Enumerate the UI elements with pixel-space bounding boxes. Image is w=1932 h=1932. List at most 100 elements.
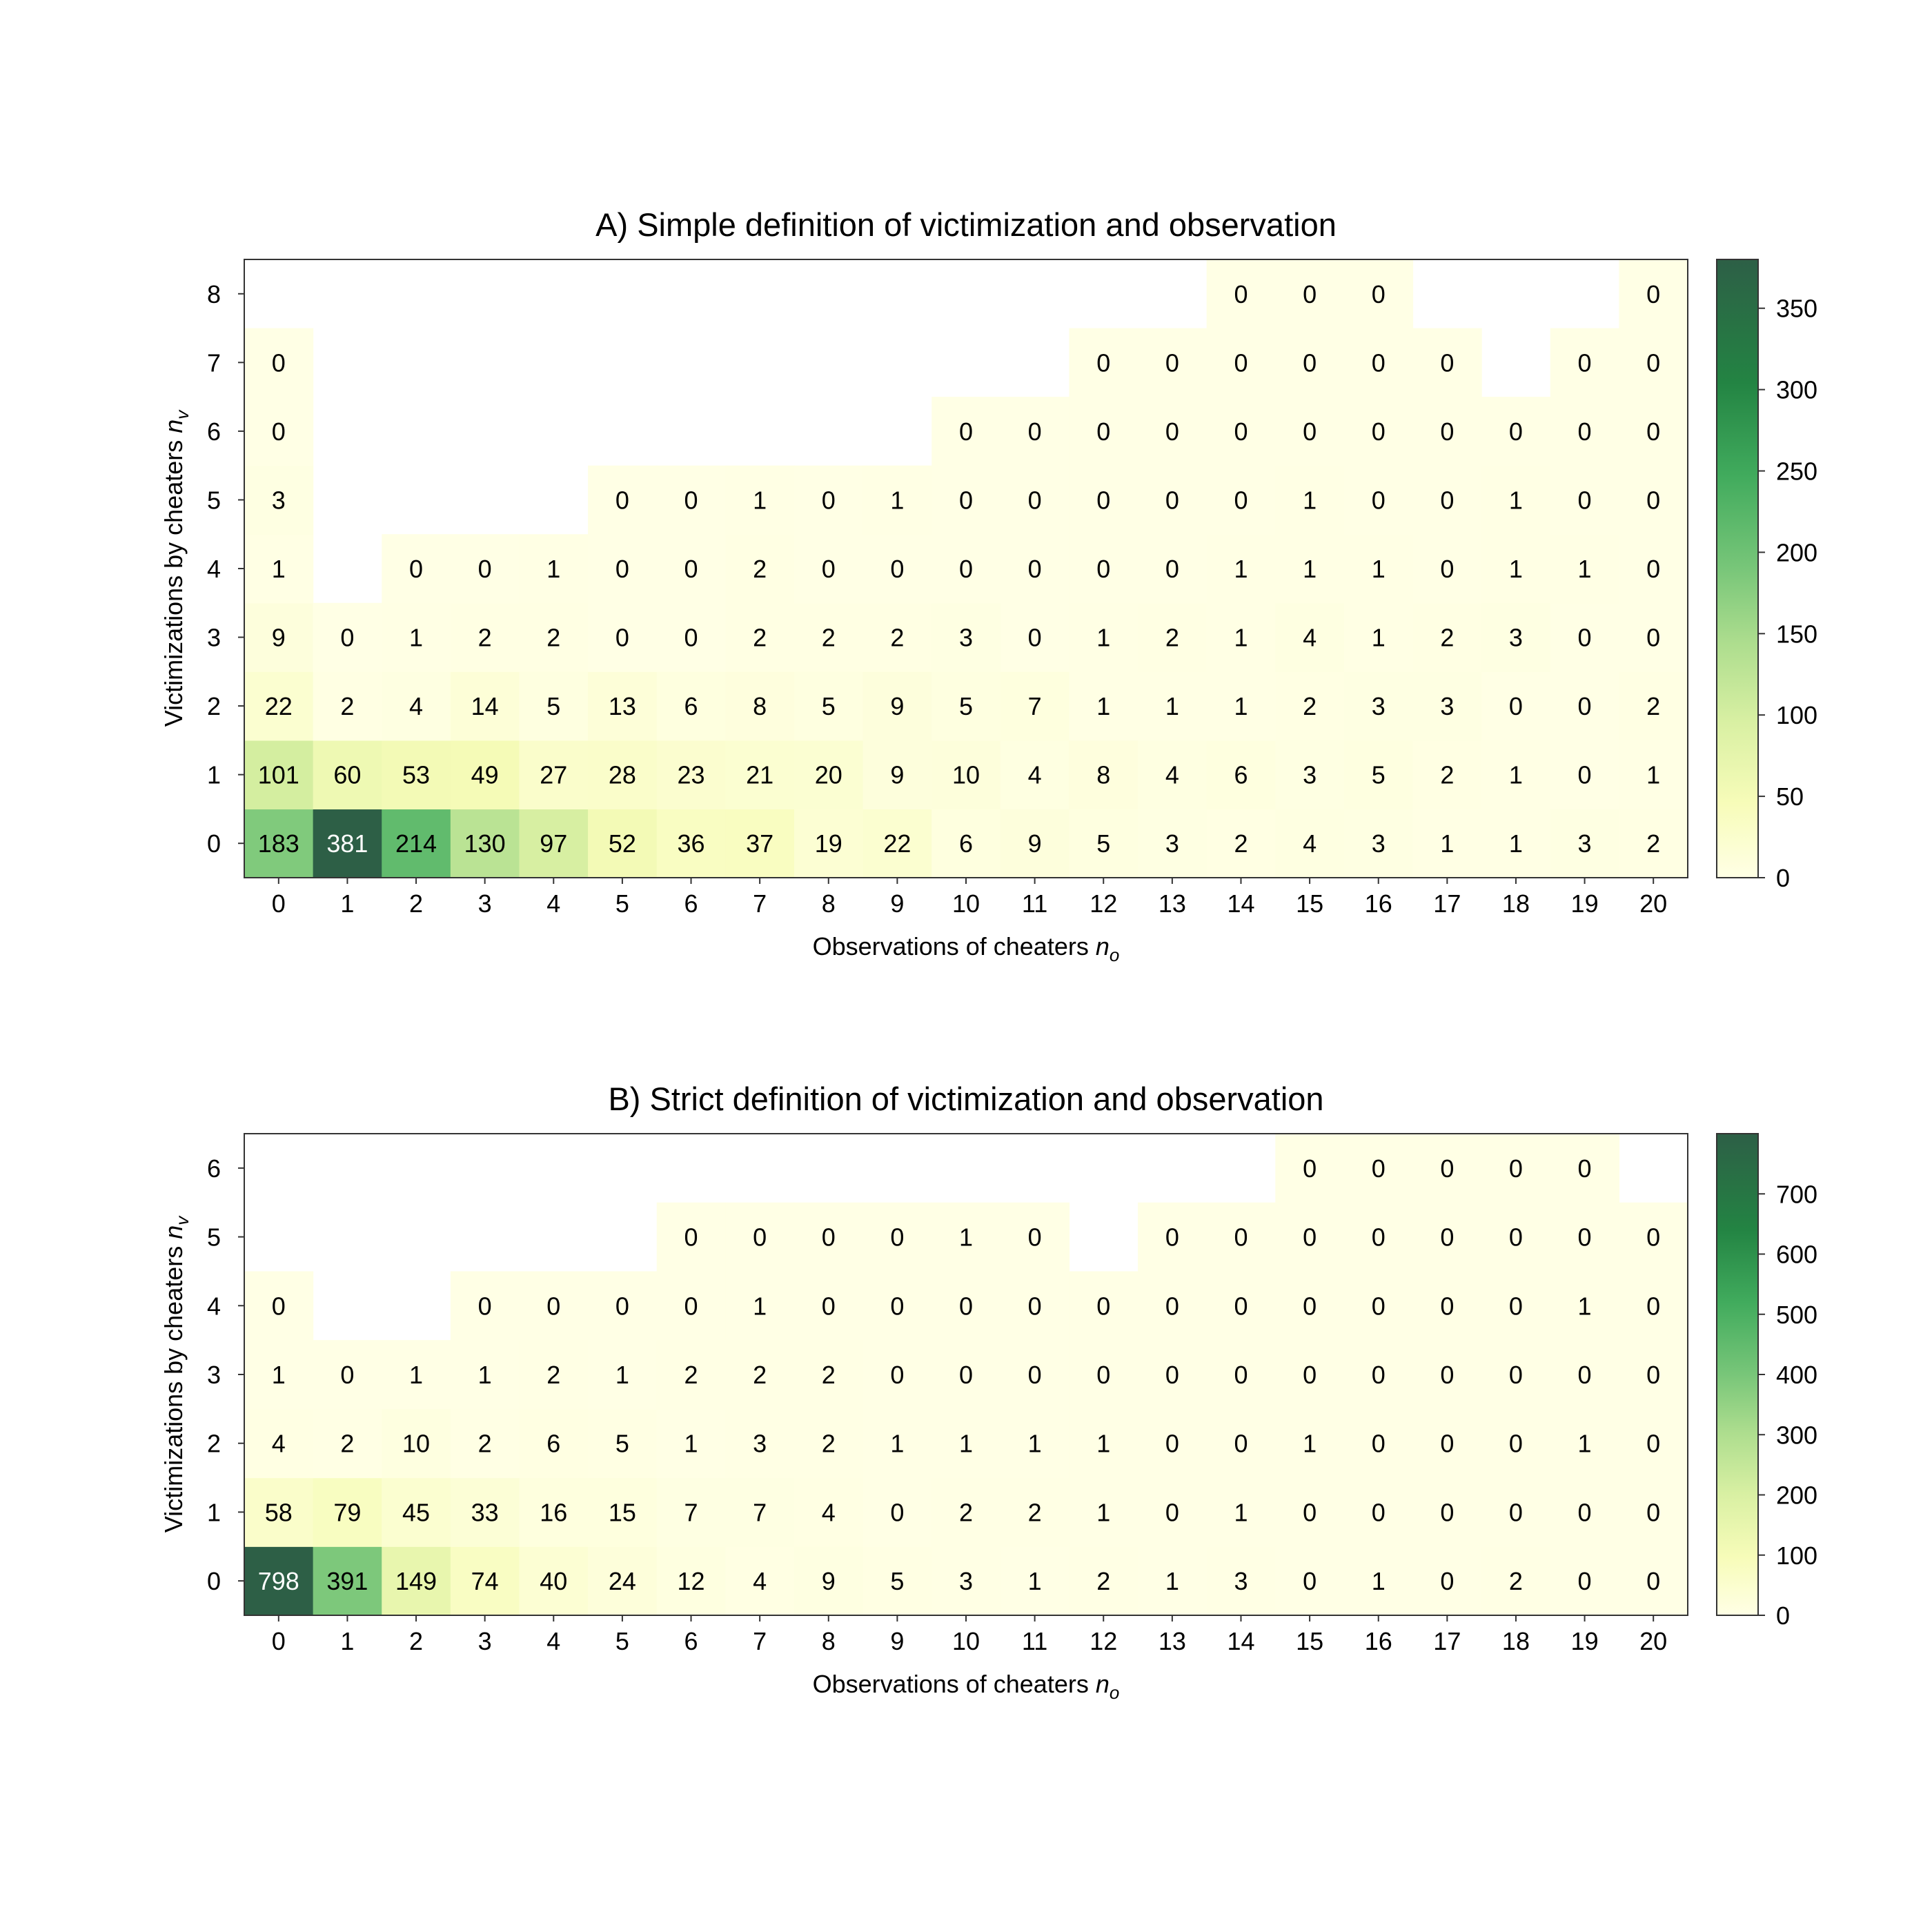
x-tick-label: 12 bbox=[1090, 889, 1117, 918]
y-tick-label: 0 bbox=[207, 829, 221, 858]
cell-value-label: 0 bbox=[1028, 417, 1042, 446]
cell-value-label: 49 bbox=[471, 761, 499, 789]
cell-value-label: 1 bbox=[1646, 761, 1660, 789]
cell-value-label: 0 bbox=[1646, 417, 1660, 446]
cell-value-label: 0 bbox=[1303, 348, 1317, 377]
heatmap-cell bbox=[1000, 1546, 1070, 1616]
heatmap-cell bbox=[1206, 1408, 1276, 1479]
heatmap-cell bbox=[1619, 1408, 1688, 1479]
cell-value-label: 40 bbox=[540, 1567, 567, 1595]
cell-value-label: 12 bbox=[678, 1567, 705, 1595]
heatmap-cell bbox=[793, 1340, 864, 1410]
x-axis-label: Observations of cheaters no bbox=[813, 932, 1120, 965]
cell-value-label: 2 bbox=[753, 624, 767, 652]
heatmap-cell bbox=[1343, 1271, 1414, 1341]
cell-value-label: 2 bbox=[1509, 1567, 1523, 1595]
cell-value-label: 3 bbox=[1303, 761, 1317, 789]
heatmap-cell bbox=[862, 809, 932, 878]
cell-value-label: 0 bbox=[1578, 1223, 1592, 1252]
heatmap-cell bbox=[1343, 397, 1414, 466]
cell-value-label: 0 bbox=[1234, 1361, 1248, 1389]
cell-value-label: 1 bbox=[1578, 555, 1592, 583]
cell-value-label: 7 bbox=[1028, 692, 1042, 720]
cell-value-label: 79 bbox=[333, 1498, 361, 1526]
heatmap-cell bbox=[656, 1546, 726, 1616]
x-tick-label: 15 bbox=[1296, 889, 1323, 918]
cell-value-label: 1 bbox=[272, 1361, 286, 1389]
cell-value-label: 0 bbox=[1646, 1223, 1660, 1252]
heatmap-cell bbox=[1206, 1340, 1276, 1410]
cell-value-label: 1 bbox=[1509, 829, 1523, 858]
heatmap-cell bbox=[382, 1340, 451, 1410]
heatmap-cell bbox=[382, 740, 451, 810]
x-tick-label: 9 bbox=[890, 889, 904, 918]
cell-value-label: 1 bbox=[1165, 1567, 1179, 1595]
cell-value-label: 0 bbox=[1303, 417, 1317, 446]
cell-value-label: 2 bbox=[340, 1430, 354, 1458]
y-axis-label: Victimizations by cheaters nv bbox=[159, 1215, 193, 1533]
x-tick-label: 5 bbox=[615, 1627, 629, 1655]
cell-value-label: 0 bbox=[1509, 1154, 1523, 1183]
cell-value-label: 0 bbox=[1646, 348, 1660, 377]
colorbar-tick-label: 0 bbox=[1776, 864, 1790, 892]
heatmap-cell bbox=[588, 1546, 658, 1616]
cell-value-label: 4 bbox=[822, 1498, 836, 1526]
heatmap-cell bbox=[862, 1202, 932, 1272]
cell-value-label: 7 bbox=[753, 1498, 767, 1526]
cell-value-label: 0 bbox=[959, 1292, 973, 1320]
heatmap-cell bbox=[725, 534, 795, 604]
cell-value-label: 0 bbox=[1096, 417, 1110, 446]
cell-value-label: 0 bbox=[1372, 280, 1386, 308]
cell-value-label: 1 bbox=[1234, 624, 1248, 652]
heatmap-cell bbox=[725, 740, 795, 810]
cell-value-label: 0 bbox=[1509, 1498, 1523, 1526]
heatmap-cell bbox=[931, 397, 1001, 466]
x-tick-label: 13 bbox=[1159, 889, 1186, 918]
cell-value-label: 5 bbox=[1096, 829, 1110, 858]
heatmap-cell bbox=[450, 1340, 520, 1410]
heatmap-cell bbox=[725, 671, 795, 741]
cell-value-label: 13 bbox=[609, 692, 636, 720]
heatmap-cell bbox=[931, 1202, 1001, 1272]
heatmap-cell bbox=[1275, 1340, 1345, 1410]
heatmap-cell bbox=[862, 534, 932, 604]
cell-value-label: 0 bbox=[1440, 1498, 1454, 1526]
heatmap-cell bbox=[1481, 1477, 1551, 1547]
heatmap-cell bbox=[1275, 1134, 1345, 1203]
cell-value-label: 9 bbox=[272, 624, 286, 652]
cell-value-label: 1 bbox=[753, 1292, 767, 1320]
cell-value-label: 1 bbox=[1028, 1567, 1042, 1595]
cell-value-label: 0 bbox=[1578, 624, 1592, 652]
heatmap-cell bbox=[1619, 397, 1688, 466]
cell-value-label: 0 bbox=[890, 1498, 904, 1526]
cell-value-label: 0 bbox=[1028, 1361, 1042, 1389]
x-tick-label: 12 bbox=[1090, 1627, 1117, 1655]
heatmap-cell bbox=[382, 671, 451, 741]
cell-value-label: 0 bbox=[1303, 280, 1317, 308]
cell-value-label: 3 bbox=[1509, 624, 1523, 652]
heatmap-cell bbox=[793, 1271, 864, 1341]
heatmap-cell bbox=[793, 534, 864, 604]
cell-value-label: 183 bbox=[258, 829, 299, 858]
cell-value-label: 0 bbox=[1234, 417, 1248, 446]
heatmap-cell bbox=[244, 740, 314, 810]
heatmap-cell bbox=[1412, 1340, 1482, 1410]
x-tick-label: 3 bbox=[478, 889, 492, 918]
colorbar-tick-label: 700 bbox=[1776, 1180, 1817, 1208]
heatmap-cell bbox=[244, 809, 314, 878]
heatmap-cell bbox=[931, 602, 1001, 672]
heatmap-cell bbox=[244, 534, 314, 604]
heatmap-cell bbox=[519, 1546, 589, 1616]
cell-value-label: 0 bbox=[1578, 1361, 1592, 1389]
y-tick-label: 2 bbox=[207, 692, 221, 720]
heatmap-cell bbox=[450, 1477, 520, 1547]
heatmap-cell bbox=[793, 1477, 864, 1547]
cell-value-label: 1 bbox=[1165, 692, 1179, 720]
colorbar bbox=[1716, 1133, 1759, 1616]
cell-value-label: 0 bbox=[272, 348, 286, 377]
cell-value-label: 2 bbox=[1646, 692, 1660, 720]
y-tick-label: 5 bbox=[207, 1223, 221, 1252]
heatmap-cell bbox=[1343, 259, 1414, 329]
cell-value-label: 4 bbox=[753, 1567, 767, 1595]
cell-value-label: 0 bbox=[1646, 1292, 1660, 1320]
